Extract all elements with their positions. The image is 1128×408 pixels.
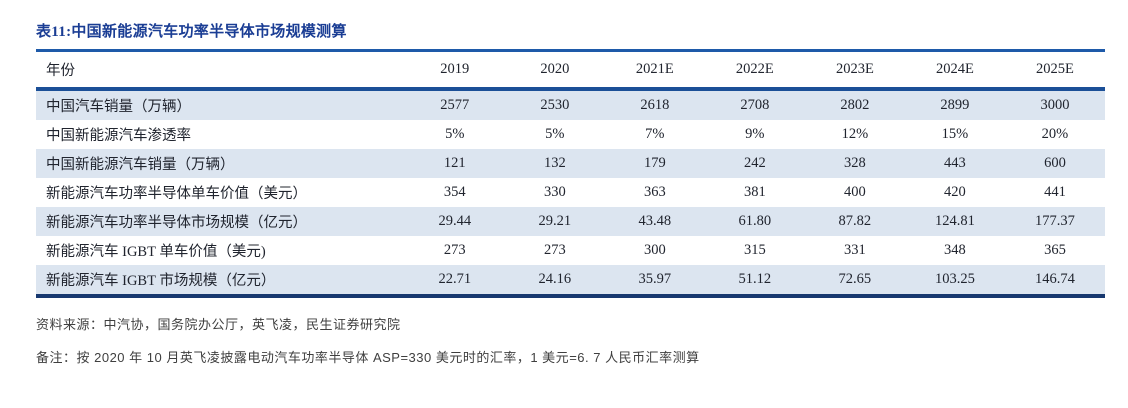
table-cell: 43.48: [638, 213, 672, 229]
table-cell: 22.71: [404, 265, 505, 298]
table-cell: 2899: [940, 97, 970, 113]
table-cell: 420: [944, 184, 966, 200]
table-cell: 24.16: [504, 265, 605, 298]
table-cell: 29.21: [538, 213, 572, 229]
table-cell: 15%: [941, 126, 969, 142]
report-table-section: 表11:中国新能源汽车功率半导体市场规模测算 年份 2019 2020 2021E 20…: [36, 0, 1105, 366]
table-row: 中国新能源汽车销量（万辆） 121 132 179 242 328 443 600: [36, 149, 1105, 178]
table-cell: 5%: [545, 126, 565, 142]
table-cell: 9%: [745, 126, 765, 142]
table-cell: 2577: [440, 97, 470, 113]
year-column-header: 2023E: [804, 52, 905, 91]
table-row: 中国新能源汽车渗透率 5% 5% 7% 9% 12% 15% 20%: [36, 120, 1105, 149]
table-cell: 29.44: [438, 213, 472, 229]
table-cell: 363: [643, 184, 666, 200]
title-rule-divider: [36, 49, 1105, 52]
table-cell: 124.81: [934, 213, 975, 229]
table-cell: 61.80: [738, 213, 772, 229]
table-row: 新能源汽车功率半导体市场规模（亿元） 29.44 29.21 43.48 61.80 87…: [36, 207, 1105, 236]
year-column-header: 2019: [404, 52, 505, 91]
table-cell: 365: [1044, 242, 1066, 258]
row-label: 新能源汽车 IGBT 单车价值（美元): [46, 244, 266, 260]
market-size-table: 年份 2019 2020 2021E 2022E 2023E 2024E 2025E 中国汽车…: [36, 52, 1105, 298]
year-column-header: 2024E: [904, 52, 1005, 91]
table-cell: 242: [743, 155, 766, 171]
table-cell: 179: [643, 155, 666, 171]
table-cell: 2802: [840, 97, 870, 113]
table-cell: 132: [543, 155, 566, 171]
row-label: 新能源汽车功率半导体单车价值（美元）: [46, 186, 307, 202]
table-cell: 177.37: [1035, 213, 1075, 229]
table-cell: 273: [543, 242, 566, 258]
table-row: 新能源汽车 IGBT 单车价值（美元) 273 273 300 315 331 348 365: [36, 236, 1105, 265]
table-cell: 2530: [540, 97, 570, 113]
table-title: 表11:中国新能源汽车功率半导体市场规模测算: [36, 24, 347, 40]
year-column-header: 2025E: [1004, 52, 1105, 91]
table-cell: 331: [843, 242, 866, 258]
table-cell: 5%: [445, 126, 465, 142]
year-column-header: 2022E: [704, 52, 805, 91]
table-cell: 441: [1044, 184, 1066, 200]
source-note: 资料来源：中汽协，国务院办公厅，英飞凌，民生证券研究院: [36, 317, 401, 332]
row-label: 新能源汽车功率半导体市场规模（亿元）: [46, 215, 307, 231]
table-body: 中国汽车销量（万辆） 2577 2530 2618 2708 2802 2899 3000 中国…: [36, 89, 1105, 298]
table-cell: 443: [944, 155, 966, 171]
table-cell: 348: [944, 242, 966, 258]
table-cell: 300: [643, 242, 666, 258]
table-cell: 103.25: [904, 265, 1005, 298]
table-cell: 87.82: [838, 213, 872, 229]
table-row: 新能源汽车 IGBT 市场规模（亿元） 22.71 24.16 35.97 51.12 7…: [36, 265, 1105, 298]
table-cell: 51.12: [704, 265, 805, 298]
row-label: 中国汽车销量（万辆）: [46, 99, 191, 115]
table-cell: 146.74: [1004, 265, 1105, 298]
table-cell: 273: [443, 242, 466, 258]
table-cell: 328: [843, 155, 866, 171]
table-cell: 12%: [841, 126, 869, 142]
table-cell: 330: [543, 184, 566, 200]
remark-note: 备注：按 2020 年 10 月英飞凌披露电动汽车功率半导体 ASP=330 美…: [36, 350, 700, 365]
row-label: 中国新能源汽车渗透率: [46, 128, 191, 144]
table-cell: 3000: [1040, 97, 1070, 113]
table-cell: 121: [443, 155, 466, 171]
table-row: 新能源汽车功率半导体单车价值（美元） 354 330 363 381 400 420 441: [36, 178, 1105, 207]
year-column-header: 2021E: [604, 52, 705, 91]
row-label: 中国新能源汽车销量（万辆）: [46, 157, 235, 173]
table-cell: 7%: [645, 126, 665, 142]
table-cell: 400: [843, 184, 866, 200]
table-header-row: 年份 2019 2020 2021E 2022E 2023E 2024E 2025E: [36, 52, 1105, 91]
table-cell: 72.65: [804, 265, 905, 298]
table-cell: 2708: [740, 97, 770, 113]
table-cell: 381: [743, 184, 766, 200]
table-cell: 354: [443, 184, 466, 200]
table-row: 中国汽车销量（万辆） 2577 2530 2618 2708 2802 2899 3000: [36, 89, 1105, 120]
table-cell: 2618: [640, 97, 670, 113]
row-label: 新能源汽车 IGBT 市场规模（亿元）: [36, 265, 405, 298]
table-cell: 600: [1044, 155, 1066, 171]
table-cell: 315: [743, 242, 766, 258]
table-cell: 35.97: [604, 265, 705, 298]
year-column-header: 2020: [504, 52, 605, 91]
row-label-header: 年份: [36, 52, 405, 91]
table-cell: 20%: [1041, 126, 1069, 142]
